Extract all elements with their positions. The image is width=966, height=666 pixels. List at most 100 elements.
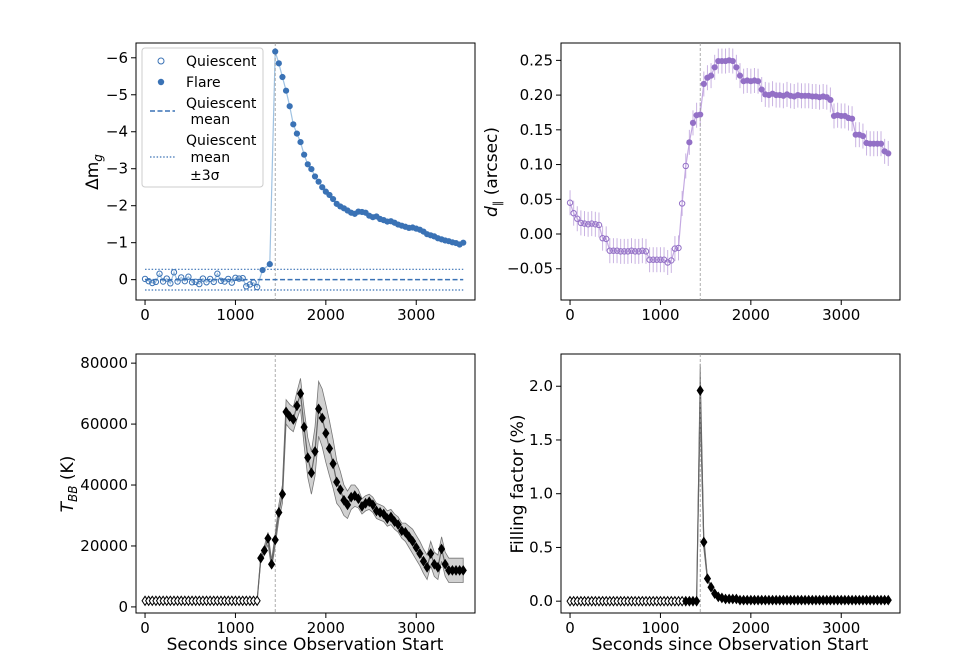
axes-frame [135, 42, 476, 301]
quiescent-point [678, 200, 686, 207]
y-tick-label: 1.0 [529, 485, 553, 503]
flare-point [293, 400, 301, 412]
legend-mean-label-1: Quiescent [186, 96, 257, 112]
quiescent-point [188, 279, 196, 286]
flare-point [754, 78, 762, 85]
flare-point [689, 119, 697, 126]
flare-point [304, 452, 312, 464]
flare-point [848, 115, 856, 122]
quiescent-point [250, 279, 257, 286]
flare-point [416, 548, 424, 559]
quiescent-point [253, 595, 261, 607]
flare-point [336, 484, 344, 495]
y-tick-label: 0 [118, 598, 128, 616]
quiescent-point [628, 247, 635, 254]
quiescent-point [217, 277, 225, 284]
legend-flare-label: Flare [186, 75, 221, 91]
quiescent-point [574, 215, 581, 222]
flare-point [459, 564, 467, 576]
quiescent-point [650, 256, 657, 263]
flare-point [329, 195, 337, 203]
flare-point [293, 130, 301, 137]
ticks-layer: 0 1000 2000 3000 0.0 0.5 1.0 1.5 2.0 [529, 377, 860, 637]
quiescent-point [152, 278, 160, 286]
legend-box [141, 47, 264, 188]
quiescent-point [178, 274, 185, 281]
flare-point [758, 86, 765, 93]
quiescent-point [631, 248, 639, 255]
flare-point [427, 548, 435, 559]
x-tick-label: 1000 [641, 619, 679, 637]
quiescent-point [170, 269, 178, 276]
quiescent-point [610, 247, 617, 254]
flare-point [423, 561, 431, 573]
quiescent-point [235, 275, 243, 282]
legend-quiescent-label: Quiescent [186, 54, 257, 70]
flare-point [707, 581, 715, 593]
quiescent-point [584, 221, 592, 228]
xlabel: Seconds since Observation Start [167, 635, 444, 655]
quiescent-point [639, 247, 646, 254]
quiescent-point [653, 256, 661, 263]
quiescent-point [253, 283, 261, 291]
x-tick-label: 1000 [641, 306, 679, 324]
quiescent-point [668, 257, 675, 264]
flare-point [301, 151, 308, 158]
quiescent-point [203, 279, 210, 286]
y-tick-label: 0.10 [520, 156, 553, 174]
flare-point [686, 139, 693, 146]
flare-point [733, 64, 740, 71]
x-tick-label: 0 [140, 619, 150, 637]
y-tick-label: 2.0 [529, 377, 553, 395]
flare-point [300, 421, 308, 433]
quiescent-point [163, 275, 170, 282]
x-tick-label: 3000 [397, 619, 435, 637]
ylabel-unit: (K) [58, 456, 78, 486]
quiescent-point [196, 280, 203, 288]
ticks-layer: 0 1000 2000 3000 0 20000 40000 60000 80000 [80, 354, 435, 637]
quiescent-point [613, 247, 621, 254]
flare-point [343, 499, 352, 511]
legend-sigma-label-1: Quiescent [186, 133, 257, 149]
quiescent-point [671, 245, 679, 252]
flare-point [369, 499, 377, 511]
quiescent-point [149, 279, 156, 287]
y-tick-label: 0 [118, 271, 128, 289]
flare-point [297, 139, 304, 146]
flare-point [711, 64, 718, 71]
ylabel-sub: g [91, 154, 105, 162]
quiescent-point [214, 270, 221, 277]
quiescent-point [570, 209, 577, 217]
quiescent-point [239, 274, 246, 282]
flare-point [434, 561, 442, 573]
flare-point [405, 531, 413, 543]
flare-point [279, 73, 286, 81]
flare-point [859, 132, 867, 140]
flare-point [884, 594, 892, 606]
flare-point [296, 388, 305, 400]
flare-point [703, 573, 712, 585]
flare-point [326, 191, 333, 199]
flare-point [257, 552, 265, 564]
y-tick-label: −4 [106, 123, 128, 141]
flare-point [289, 414, 297, 425]
quiescent-point [167, 280, 174, 287]
flare-point [260, 545, 268, 556]
quiescent-point [603, 235, 610, 243]
quiescent-point [595, 221, 603, 229]
marks-layer [566, 43, 892, 300]
flare-point [387, 511, 395, 523]
quiescent-point [581, 220, 588, 227]
quiescent-point [599, 234, 606, 242]
axes-frame [560, 353, 901, 614]
flare-point [696, 385, 704, 396]
ylabel-main: T [58, 500, 78, 512]
flare-point [700, 80, 707, 88]
y-tick-label: 20000 [80, 537, 128, 555]
x-tick-label: 0 [140, 306, 150, 324]
quiescent-point [675, 244, 682, 252]
flare-point [311, 446, 319, 457]
flare-point [275, 60, 282, 67]
y-tick-label: 0.15 [520, 121, 553, 139]
y-tick-label: 0.5 [529, 538, 553, 556]
